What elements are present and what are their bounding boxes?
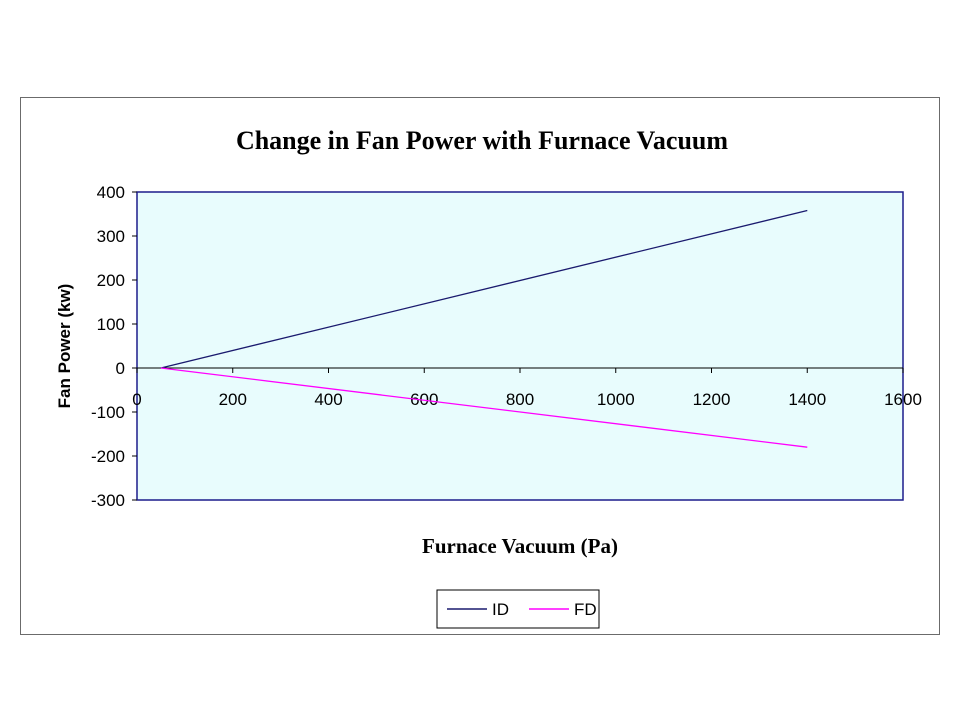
- y-tick-label: 400: [97, 183, 125, 202]
- y-tick-label: 0: [116, 359, 125, 378]
- y-tick-label: 100: [97, 315, 125, 334]
- chart-title: Change in Fan Power with Furnace Vacuum: [236, 126, 728, 155]
- y-axis-ticks: 400 300 200 100 0 -100 -200 -300: [91, 183, 137, 510]
- series-line-fd: [160, 367, 808, 448]
- legend-label-id: ID: [492, 600, 509, 619]
- x-tick-label: 1200: [693, 390, 731, 409]
- x-axis-label: Furnace Vacuum (Pa): [422, 534, 618, 558]
- series-line-id: [160, 209, 808, 369]
- x-tick-label: 1400: [788, 390, 826, 409]
- y-axis-label: Fan Power (kw): [55, 284, 74, 409]
- series-lines: [160, 209, 808, 448]
- y-tick-label: -300: [91, 491, 125, 510]
- x-tick-label: 600: [410, 390, 438, 409]
- x-tick-label: 0: [132, 390, 141, 409]
- x-axis-ticks: 0 200 400 600 800 1000 1200 1400 1600: [132, 368, 922, 409]
- y-tick-label: 200: [97, 271, 125, 290]
- legend: ID FD: [436, 589, 600, 629]
- y-tick-label: -100: [91, 403, 125, 422]
- x-tick-label: 1000: [597, 390, 635, 409]
- x-tick-label: 200: [219, 390, 247, 409]
- plot-area: [136, 191, 904, 501]
- y-tick-label: -200: [91, 447, 125, 466]
- x-tick-label: 800: [506, 390, 534, 409]
- y-tick-label: 300: [97, 227, 125, 246]
- x-tick-label: 400: [314, 390, 342, 409]
- legend-label-fd: FD: [574, 600, 597, 619]
- x-tick-label: 1600: [884, 390, 922, 409]
